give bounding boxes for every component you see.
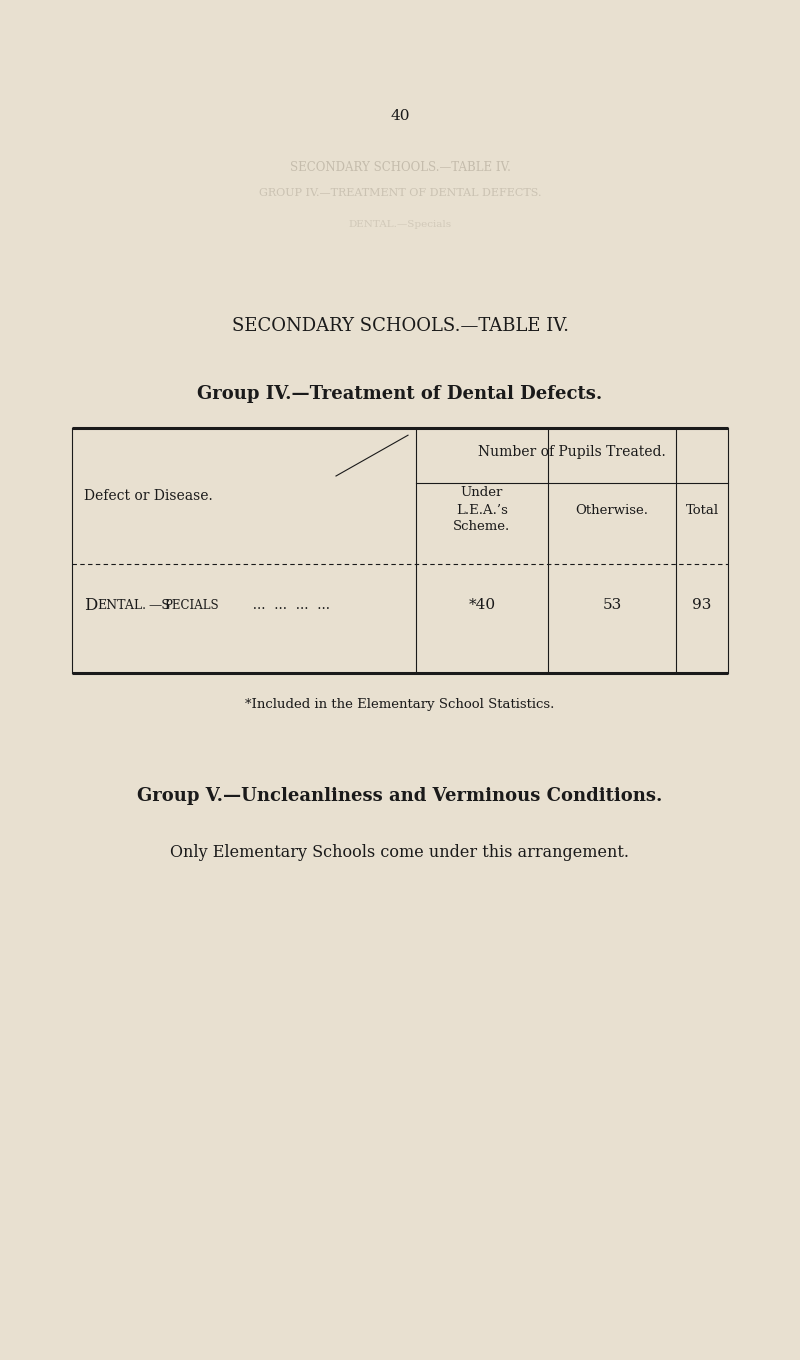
Text: ...  ...  ...  ...: ... ... ... ... <box>244 598 330 612</box>
Text: SECONDARY SCHOOLS.—TABLE IV.: SECONDARY SCHOOLS.—TABLE IV. <box>290 160 510 174</box>
Text: SECONDARY SCHOOLS.—TABLE IV.: SECONDARY SCHOOLS.—TABLE IV. <box>231 317 569 336</box>
Text: DENTAL.—Specials: DENTAL.—Specials <box>349 220 451 228</box>
Text: Number of Pupils Treated.: Number of Pupils Treated. <box>478 445 666 458</box>
Text: *40: *40 <box>469 598 495 612</box>
Text: 40: 40 <box>390 109 410 122</box>
Text: Under
L.E.A.’s
Scheme.: Under L.E.A.’s Scheme. <box>454 487 510 533</box>
Text: ENTAL.: ENTAL. <box>98 598 146 612</box>
Text: GROUP IV.—TREATMENT OF DENTAL DEFECTS.: GROUP IV.—TREATMENT OF DENTAL DEFECTS. <box>258 188 542 199</box>
Text: Group V.—Uncleanliness and Verminous Conditions.: Group V.—Uncleanliness and Verminous Con… <box>138 786 662 805</box>
Text: D: D <box>84 597 98 613</box>
Text: Only Elementary Schools come under this arrangement.: Only Elementary Schools come under this … <box>170 845 630 861</box>
Text: Defect or Disease.: Defect or Disease. <box>84 490 212 503</box>
Text: 53: 53 <box>602 598 622 612</box>
Text: *Included in the Elementary School Statistics.: *Included in the Elementary School Stati… <box>246 698 554 711</box>
Text: Group IV.—Treatment of Dental Defects.: Group IV.—Treatment of Dental Defects. <box>198 385 602 404</box>
Text: PECIALS: PECIALS <box>164 598 218 612</box>
Text: Otherwise.: Otherwise. <box>575 503 649 517</box>
Text: 93: 93 <box>692 598 712 612</box>
Text: Total: Total <box>686 503 718 517</box>
Text: —S: —S <box>148 598 170 612</box>
